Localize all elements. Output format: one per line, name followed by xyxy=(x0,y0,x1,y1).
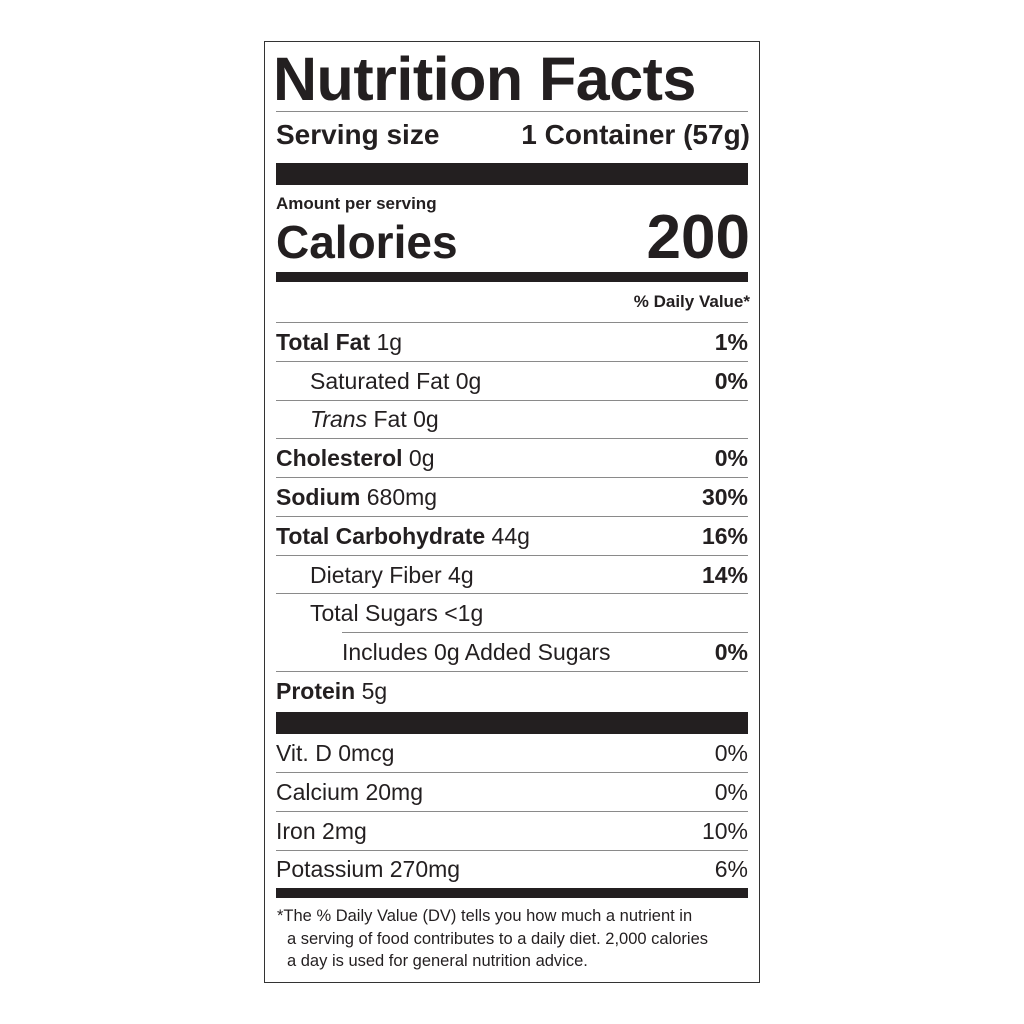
divider xyxy=(276,593,748,594)
nutrient-amount: 0g xyxy=(408,444,435,471)
thick-divider xyxy=(276,888,748,898)
nutrient-dv: 0% xyxy=(714,367,748,394)
nutrient-dv: 0% xyxy=(714,638,748,665)
nutrient-amount: <1g xyxy=(444,599,484,626)
amount-per-serving: Amount per serving xyxy=(276,194,437,213)
nutrient-name: Dietary Fiber xyxy=(310,561,442,588)
serving-size-value: 1 Container (57g) xyxy=(521,119,750,150)
divider xyxy=(276,477,748,478)
vitamin-row: Calcium 20mg 0% xyxy=(276,773,748,811)
vitamin-name: Calcium 20mg xyxy=(276,778,423,805)
nutrient-name: Total Sugars xyxy=(310,599,438,626)
nutrient-dv: 1% xyxy=(714,328,748,355)
divider xyxy=(276,400,748,401)
nutrient-name: Includes 0g Added Sugars xyxy=(342,638,611,665)
nutrient-row: Total Sugars <1g xyxy=(310,594,748,632)
nutrient-amount: 0g xyxy=(413,405,439,432)
nutrient-name: Sodium xyxy=(276,483,361,510)
nutrient-dv: 0% xyxy=(714,444,748,471)
divider xyxy=(276,322,748,323)
divider xyxy=(276,811,748,812)
nutrient-name: Trans xyxy=(310,405,368,432)
nutrient-dv: 16% xyxy=(701,522,748,549)
nutrient-row: Total Fat 1g 1% xyxy=(276,323,748,361)
vitamin-dv: 0% xyxy=(714,778,748,805)
nutrient-dv: 14% xyxy=(701,561,748,588)
thick-divider xyxy=(276,272,748,282)
vitamin-row: Vit. D 0mcg 0% xyxy=(276,734,748,772)
divider xyxy=(276,361,748,362)
nutrient-name: Saturated Fat xyxy=(310,367,450,394)
nutrient-name: Total Fat xyxy=(276,328,371,355)
vitamin-dv: 0% xyxy=(714,739,748,766)
nutrient-dv: 30% xyxy=(701,483,748,510)
vitamin-name: Potassium 270mg xyxy=(276,855,461,882)
calories-label: Calories xyxy=(276,216,458,268)
nutrient-row: Sodium 680mg 30% xyxy=(276,478,748,516)
nutrient-amount: 0g xyxy=(455,367,482,394)
footnote: *The % Daily Value (DV) tells you how mu… xyxy=(277,907,708,970)
vitamin-name: Vit. D 0mcg xyxy=(276,739,395,766)
label-title: Nutrition Facts xyxy=(273,45,696,113)
divider xyxy=(276,772,748,773)
nutrient-row: Dietary Fiber 4g 14% xyxy=(310,556,748,594)
nutrient-amount: 1g xyxy=(376,328,403,355)
nutrient-row: Cholesterol 0g 0% xyxy=(276,439,748,477)
thick-divider xyxy=(276,163,748,185)
calories-value: 200 xyxy=(646,203,750,272)
divider xyxy=(276,850,748,851)
divider xyxy=(276,671,748,672)
nutrient-amount: 4g xyxy=(448,561,474,588)
nutrient-amount: 5g xyxy=(361,677,388,704)
thick-divider xyxy=(276,712,748,734)
nutrient-row: Includes 0g Added Sugars 0% xyxy=(342,633,748,671)
nutrient-name: Protein xyxy=(276,677,356,704)
vitamin-row: Iron 2mg 10% xyxy=(276,812,748,850)
nutrition-label xyxy=(264,41,760,983)
nutrient-row: Saturated Fat 0g 0% xyxy=(310,362,748,400)
nutrient-amount: 680mg xyxy=(366,483,438,510)
nutrient-row: Protein 5g xyxy=(276,672,748,710)
nutrient-row: Total Carbohydrate 44g 16% xyxy=(276,517,748,555)
divider xyxy=(342,632,748,633)
serving-size-label: Serving size xyxy=(276,119,440,150)
daily-value-header: % Daily Value* xyxy=(633,292,750,311)
divider xyxy=(276,111,748,112)
vitamin-name: Iron 2mg xyxy=(276,817,367,844)
vitamin-dv: 6% xyxy=(714,855,748,882)
vitamin-dv: 10% xyxy=(701,817,748,844)
vitamin-row: Potassium 270mg 6% xyxy=(276,850,748,888)
divider xyxy=(276,516,748,517)
nutrient-name: Total Carbohydrate xyxy=(276,522,486,549)
divider xyxy=(276,438,748,439)
divider xyxy=(276,555,748,556)
nutrient-row: Trans Fat 0g xyxy=(310,405,439,432)
nutrient-name: Cholesterol xyxy=(276,444,403,471)
nutrient-amount: 44g xyxy=(491,522,530,549)
serving-size: Serving size 1 Container (57g) xyxy=(276,119,750,151)
